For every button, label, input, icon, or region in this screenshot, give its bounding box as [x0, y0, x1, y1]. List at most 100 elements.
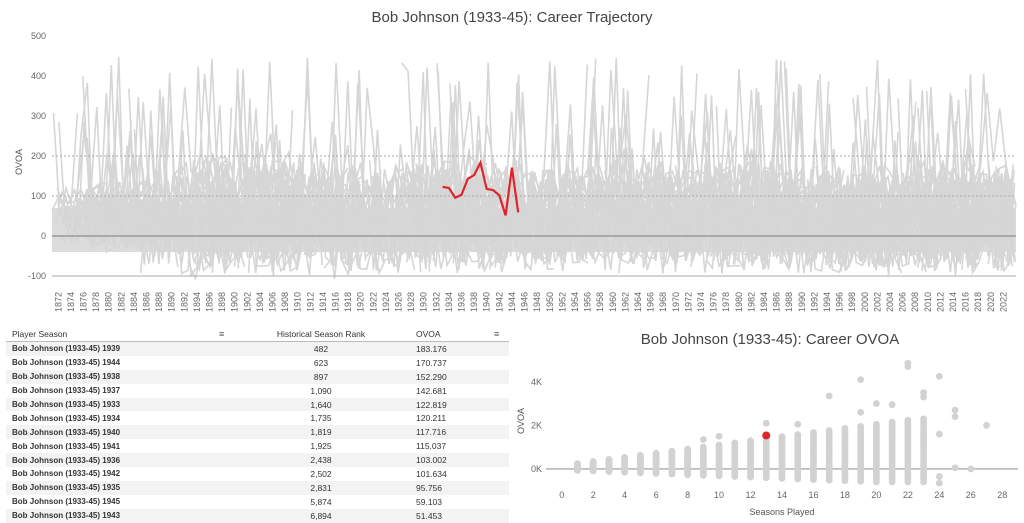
- rank-cell: 5,874: [236, 497, 406, 507]
- x-tick-label: 1992: [809, 292, 819, 312]
- player-season-cell: Bob Johnson (1933-45) 1939: [6, 344, 236, 353]
- x-tick-label: 1926: [394, 292, 404, 312]
- x-tick-label: 1944: [507, 292, 517, 312]
- x-tick-label: 2016: [961, 292, 971, 312]
- y-axis-label: OVOA: [516, 408, 526, 434]
- player-point: [810, 429, 817, 436]
- x-tick-label: 1894: [192, 292, 202, 312]
- x-tick-label: 2020: [986, 292, 996, 312]
- player-season-cell: Bob Johnson (1933-45) 1941: [6, 442, 236, 451]
- y-axis-label: OVOA: [14, 149, 24, 175]
- x-tick-label: 1916: [331, 292, 341, 312]
- highlighted-player-point[interactable]: [762, 431, 770, 439]
- player-season-cell: Bob Johnson (1933-45) 1940: [6, 428, 236, 437]
- x-tick-label: 1884: [129, 292, 139, 312]
- x-tick-label: 1990: [797, 292, 807, 312]
- ovoa-header[interactable]: OVOA: [416, 329, 441, 339]
- player-season-cell: Bob Johnson (1933-45) 1934: [6, 414, 236, 423]
- x-tick-label: 2010: [923, 292, 933, 312]
- x-tick-label: 1976: [709, 292, 719, 312]
- x-tick-label: 1942: [494, 292, 504, 312]
- season-table[interactable]: Player Season ≡ Historical Season Rank OV…: [6, 327, 509, 523]
- x-tick-label: 26: [966, 490, 976, 500]
- rank-header[interactable]: Historical Season Rank: [236, 329, 406, 339]
- player-point: [904, 417, 911, 424]
- player-point: [794, 431, 801, 438]
- x-tick-label: 8: [685, 490, 690, 500]
- ovoa-cell: 117.716: [406, 427, 509, 437]
- player-point: [936, 431, 943, 438]
- ovoa-cell: 101.634: [406, 469, 509, 479]
- ovoa-cell: 51.453: [406, 511, 509, 521]
- player-point: [668, 448, 675, 455]
- player-point: [606, 456, 613, 463]
- x-tick-label: 1978: [721, 292, 731, 312]
- x-tick-label: 1918: [343, 292, 353, 312]
- player-point: [857, 376, 864, 383]
- rank-cell: 2,831: [236, 483, 406, 493]
- x-tick-label: 2006: [898, 292, 908, 312]
- x-tick-label: 1954: [570, 292, 580, 312]
- rank-cell: 6,894: [236, 511, 406, 521]
- player-point: [967, 466, 974, 473]
- ovoa-cell: 152.290: [406, 372, 509, 382]
- x-tick-label: 1888: [154, 292, 164, 312]
- x-tick-label: 1970: [671, 292, 681, 312]
- x-tick-label: 1906: [268, 292, 278, 312]
- y-tick-label: 2K: [531, 420, 542, 430]
- rank-cell: 897: [236, 372, 406, 382]
- x-tick-label: 1948: [532, 292, 542, 312]
- x-tick-label: 1882: [116, 292, 126, 312]
- sort-icon[interactable]: ≡: [219, 329, 228, 339]
- x-tick-label: 22: [903, 490, 913, 500]
- player-point: [952, 464, 959, 471]
- ovoa-cell: 115.037: [406, 441, 509, 451]
- sort-icon[interactable]: ≡: [494, 329, 503, 339]
- y-tick-label: -100: [28, 271, 46, 281]
- player-point: [826, 427, 833, 434]
- x-tick-label: 2012: [935, 292, 945, 312]
- player-point: [794, 421, 801, 428]
- player-season-header[interactable]: Player Season: [12, 329, 67, 339]
- player-point: [936, 480, 943, 487]
- x-tick-label: 1988: [784, 292, 794, 312]
- x-tick-label: 1876: [79, 292, 89, 312]
- x-tick-label: 4: [622, 490, 627, 500]
- x-tick-label: 24: [934, 490, 944, 500]
- x-tick-label: 1928: [406, 292, 416, 312]
- x-tick-label: 1892: [179, 292, 189, 312]
- x-tick-label: 1968: [658, 292, 668, 312]
- y-tick-label: 300: [31, 111, 46, 121]
- x-tick-label: 1938: [469, 292, 479, 312]
- ovoa-cell: 122.819: [406, 400, 509, 410]
- x-tick-label: 1960: [608, 292, 618, 312]
- x-tick-label: 2014: [948, 292, 958, 312]
- player-point: [700, 444, 707, 451]
- player-point: [763, 420, 770, 427]
- x-tick-label: 1910: [293, 292, 303, 312]
- x-tick-label: 1898: [217, 292, 227, 312]
- player-point: [920, 415, 927, 422]
- player-point: [936, 473, 943, 480]
- player-point: [857, 423, 864, 430]
- ovoa-cell: 103.002: [406, 455, 509, 465]
- x-tick-label: 1964: [633, 292, 643, 312]
- player-season-cell: Bob Johnson (1933-45) 1936: [6, 456, 236, 465]
- y-tick-label: 400: [31, 71, 46, 81]
- player-point: [779, 433, 786, 440]
